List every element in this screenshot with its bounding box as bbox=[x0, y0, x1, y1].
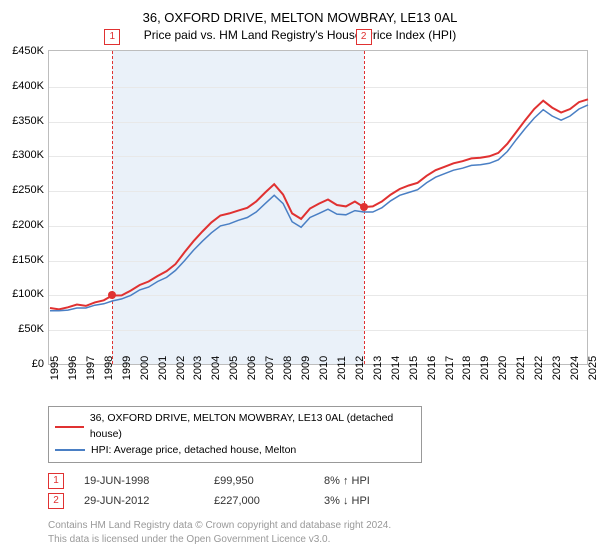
y-axis-label: £50K bbox=[18, 323, 44, 335]
y-axis-label: £400K bbox=[12, 80, 44, 92]
sale-date: 29-JUN-2012 bbox=[84, 495, 214, 507]
sale-date: 19-JUN-1998 bbox=[84, 475, 214, 487]
x-axis-label: 2004 bbox=[210, 356, 222, 380]
sale-index: 1 bbox=[48, 473, 64, 489]
sale-hpi: 8% ↑ HPI bbox=[324, 475, 424, 487]
sale-price: £99,950 bbox=[214, 475, 324, 487]
x-axis-label: 2017 bbox=[444, 356, 456, 380]
footer-line: This data is licensed under the Open Gov… bbox=[48, 533, 600, 547]
sale-price: £227,000 bbox=[214, 495, 324, 507]
x-axis-label: 2022 bbox=[533, 356, 545, 380]
series-hpi bbox=[50, 105, 588, 311]
chart-title: 36, OXFORD DRIVE, MELTON MOWBRAY, LE13 0… bbox=[0, 10, 600, 25]
x-axis-label: 1999 bbox=[121, 356, 133, 380]
x-axis-label: 2012 bbox=[354, 356, 366, 380]
x-axis-label: 2014 bbox=[390, 356, 402, 380]
x-axis-label: 1997 bbox=[85, 356, 97, 380]
x-axis-label: 1995 bbox=[49, 356, 61, 380]
x-axis-label: 2021 bbox=[515, 356, 527, 380]
y-axis-label: £100K bbox=[12, 288, 44, 300]
legend-label: HPI: Average price, detached house, Melt… bbox=[91, 443, 296, 459]
x-axis-label: 2003 bbox=[192, 356, 204, 380]
x-axis-label: 2007 bbox=[264, 356, 276, 380]
x-axis-label: 2008 bbox=[282, 356, 294, 380]
x-axis-label: 2023 bbox=[551, 356, 563, 380]
sale-dot bbox=[108, 291, 116, 299]
y-axis-label: £350K bbox=[12, 115, 44, 127]
sale-hpi: 3% ↓ HPI bbox=[324, 495, 424, 507]
x-axis-label: 2025 bbox=[587, 356, 599, 380]
sale-index: 2 bbox=[48, 493, 64, 509]
x-axis-label: 2010 bbox=[318, 356, 330, 380]
sale-dot bbox=[360, 203, 368, 211]
y-axis-label: £450K bbox=[12, 45, 44, 57]
y-axis-label: £250K bbox=[12, 184, 44, 196]
y-axis-label: £0 bbox=[32, 358, 44, 370]
sale-row: 1 19-JUN-1998£99,9508% ↑ HPI bbox=[48, 471, 600, 491]
x-axis-label: 2013 bbox=[372, 356, 384, 380]
legend-label: 36, OXFORD DRIVE, MELTON MOWBRAY, LE13 0… bbox=[90, 411, 415, 443]
x-axis-label: 2024 bbox=[569, 356, 581, 380]
x-axis-label: 2005 bbox=[228, 356, 240, 380]
y-axis-label: £300K bbox=[12, 149, 44, 161]
x-axis-label: 2000 bbox=[139, 356, 151, 380]
series-property bbox=[50, 99, 588, 309]
legend-swatch bbox=[55, 449, 85, 451]
chart-subtitle: Price paid vs. HM Land Registry's House … bbox=[0, 28, 600, 42]
x-axis-label: 2011 bbox=[336, 356, 348, 380]
chart-area: 12 £0£50K£100K£150K£200K£250K£300K£350K£… bbox=[48, 50, 588, 400]
sale-marker-1: 1 bbox=[104, 29, 120, 45]
x-axis-label: 2001 bbox=[157, 356, 169, 380]
y-axis-label: £150K bbox=[12, 254, 44, 266]
x-axis-label: 2009 bbox=[300, 356, 312, 380]
sale-marker-2: 2 bbox=[356, 29, 372, 45]
x-axis-label: 2020 bbox=[497, 356, 509, 380]
x-axis-label: 2018 bbox=[461, 356, 473, 380]
sales-table: 1 19-JUN-1998£99,9508% ↑ HPI 2 29-JUN-2012£… bbox=[48, 471, 600, 511]
legend-swatch bbox=[55, 426, 84, 428]
legend-box: 36, OXFORD DRIVE, MELTON MOWBRAY, LE13 0… bbox=[48, 406, 422, 463]
x-axis-label: 2015 bbox=[408, 356, 420, 380]
footer-line: Contains HM Land Registry data © Crown c… bbox=[48, 519, 600, 533]
sale-row: 2 29-JUN-2012£227,0003% ↓ HPI bbox=[48, 491, 600, 511]
footer-attribution: Contains HM Land Registry data © Crown c… bbox=[48, 519, 600, 547]
y-axis-label: £200K bbox=[12, 219, 44, 231]
legend-item: HPI: Average price, detached house, Melt… bbox=[55, 443, 415, 459]
x-axis-label: 2006 bbox=[246, 356, 258, 380]
x-axis-label: 1996 bbox=[67, 356, 79, 380]
legend-item: 36, OXFORD DRIVE, MELTON MOWBRAY, LE13 0… bbox=[55, 411, 415, 443]
plot-area: 12 bbox=[48, 50, 588, 365]
x-axis-label: 2002 bbox=[175, 356, 187, 380]
x-axis-label: 2019 bbox=[479, 356, 491, 380]
x-axis-label: 2016 bbox=[426, 356, 438, 380]
x-axis-label: 1998 bbox=[103, 356, 115, 380]
